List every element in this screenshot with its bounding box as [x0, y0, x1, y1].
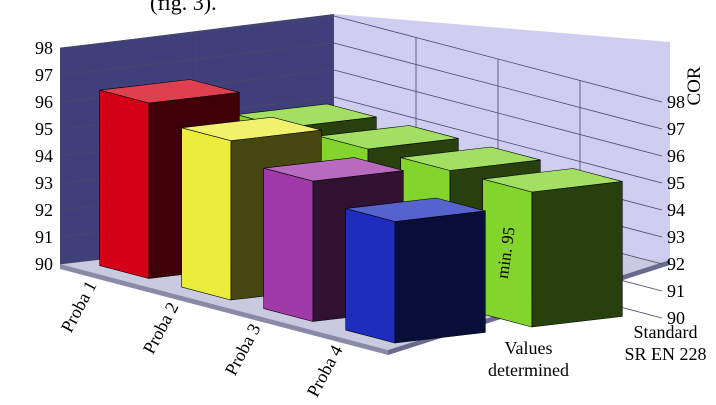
series-label-line: Standard — [634, 322, 698, 342]
y-tick-right: 95 — [667, 173, 685, 193]
bar-face-top — [482, 168, 623, 193]
y-tick-left: 90 — [35, 254, 53, 274]
bar-standard-4: min. 95 — [482, 168, 623, 328]
y-tick-right: 96 — [667, 146, 685, 166]
bar-face-side — [263, 167, 314, 322]
y-tick-right: 94 — [667, 200, 685, 220]
y-tick-left: 94 — [35, 146, 53, 166]
y-tick-right: 90 — [667, 308, 685, 328]
bar-face-top — [318, 125, 459, 150]
bar-face-side — [181, 127, 232, 301]
category-label: Proba 1 — [57, 277, 101, 335]
y-tick-right: 97 — [667, 119, 685, 139]
y-tick-right: 98 — [667, 92, 685, 112]
y-axis-ticks-left: 90 91 92 93 94 95 96 97 98 — [35, 38, 53, 274]
y-tick-left: 91 — [35, 227, 53, 247]
bar-face-front — [394, 210, 486, 344]
category-label: Proba 3 — [221, 320, 265, 378]
y-tick-right: 93 — [667, 227, 685, 247]
y-tick-right: 92 — [667, 254, 685, 274]
y-tick-left: 96 — [35, 92, 53, 112]
y-tick-left: 92 — [35, 200, 53, 220]
bar-face-top — [181, 116, 322, 142]
gridline-98 — [59, 15, 663, 103]
series-label-line: determined — [488, 360, 569, 380]
category-label: Proba 4 — [303, 342, 347, 400]
bar-face-top — [263, 157, 404, 182]
y-axis-label: COR — [684, 66, 705, 105]
series-label-line: SR EN 228 — [624, 344, 706, 364]
y-axis-ticks-right: 90 91 92 93 94 95 96 97 98 — [667, 92, 685, 328]
y-tick-right: 91 — [667, 281, 685, 301]
bar-face-top — [400, 146, 541, 171]
gridline-97 — [59, 42, 663, 130]
bar-face-front — [531, 181, 623, 328]
y-tick-left: 93 — [35, 173, 53, 193]
series-label-line: Values — [505, 338, 553, 358]
y-tick-left: 97 — [35, 65, 53, 85]
y-tick-left: 98 — [35, 38, 53, 58]
y-tick-left: 95 — [35, 119, 53, 139]
bar-face-side — [99, 89, 150, 279]
category-label: Proba 2 — [139, 299, 183, 357]
bar-face-side — [345, 208, 396, 344]
bar-values-4 — [345, 197, 486, 344]
bar-face-top — [99, 79, 240, 104]
bars: min. 95min. 95 — [99, 79, 623, 344]
floor-edge-front — [60, 264, 388, 355]
bar-face-top — [345, 197, 486, 222]
caption-fragment: (fig. 3). — [150, 0, 217, 15]
